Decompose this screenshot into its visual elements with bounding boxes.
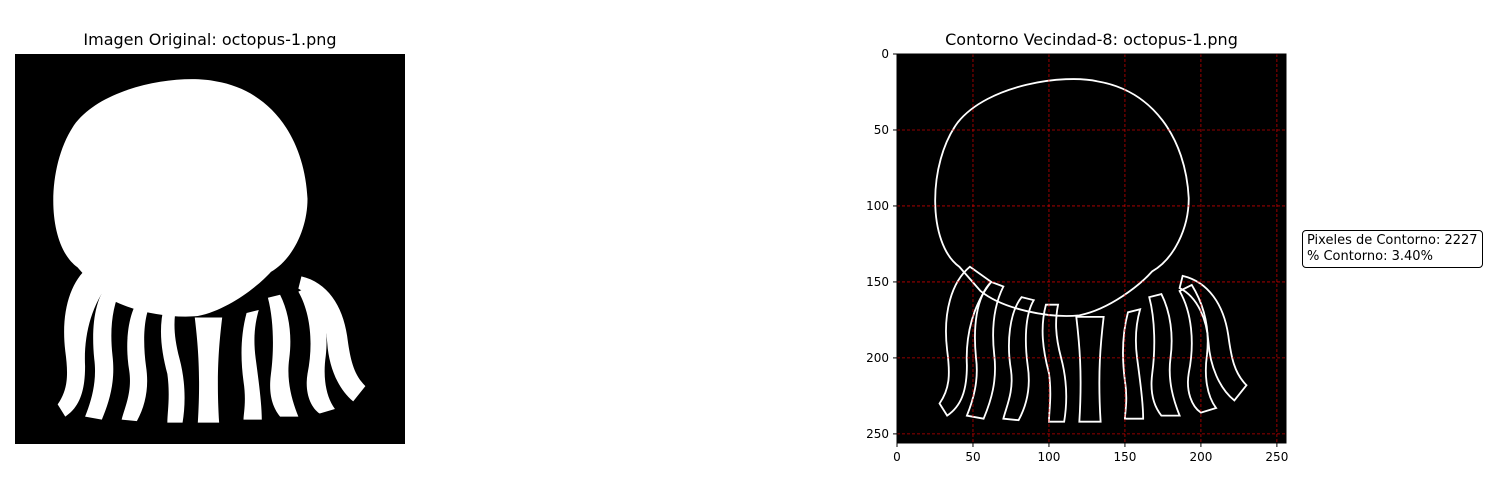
original-image	[15, 54, 405, 444]
x-tick-label: 250	[1265, 450, 1288, 464]
x-tick-label: 100	[1038, 450, 1061, 464]
contour-stats-box: Pixeles de Contorno: 2227 % Contorno: 3.…	[1302, 230, 1483, 268]
contour-pixel-count: Pixeles de Contorno: 2227	[1307, 233, 1478, 248]
axis-frame	[896, 53, 1287, 444]
x-axis: 0 50 100 150 200 250	[893, 443, 1288, 464]
x-tick-label: 200	[1189, 450, 1212, 464]
y-tick-label: 50	[874, 123, 889, 137]
left-panel-title: Imagen Original: octopus-1.png	[83, 30, 337, 49]
y-tick-label: 0	[881, 47, 889, 61]
y-tick-label: 150	[866, 275, 889, 289]
y-axis: 0 50 100 150 200 250	[866, 47, 897, 441]
y-tick-label: 250	[866, 427, 889, 441]
x-tick-label: 50	[965, 450, 980, 464]
contour-image-background	[897, 54, 1286, 443]
contour-percent: % Contorno: 3.40%	[1307, 249, 1433, 264]
y-tick-label: 100	[866, 199, 889, 213]
y-tick-label: 200	[866, 351, 889, 365]
x-tick-label: 0	[893, 450, 901, 464]
right-panel-title: Contorno Vecindad-8: octopus-1.png	[945, 30, 1238, 49]
x-tick-label: 150	[1113, 450, 1136, 464]
